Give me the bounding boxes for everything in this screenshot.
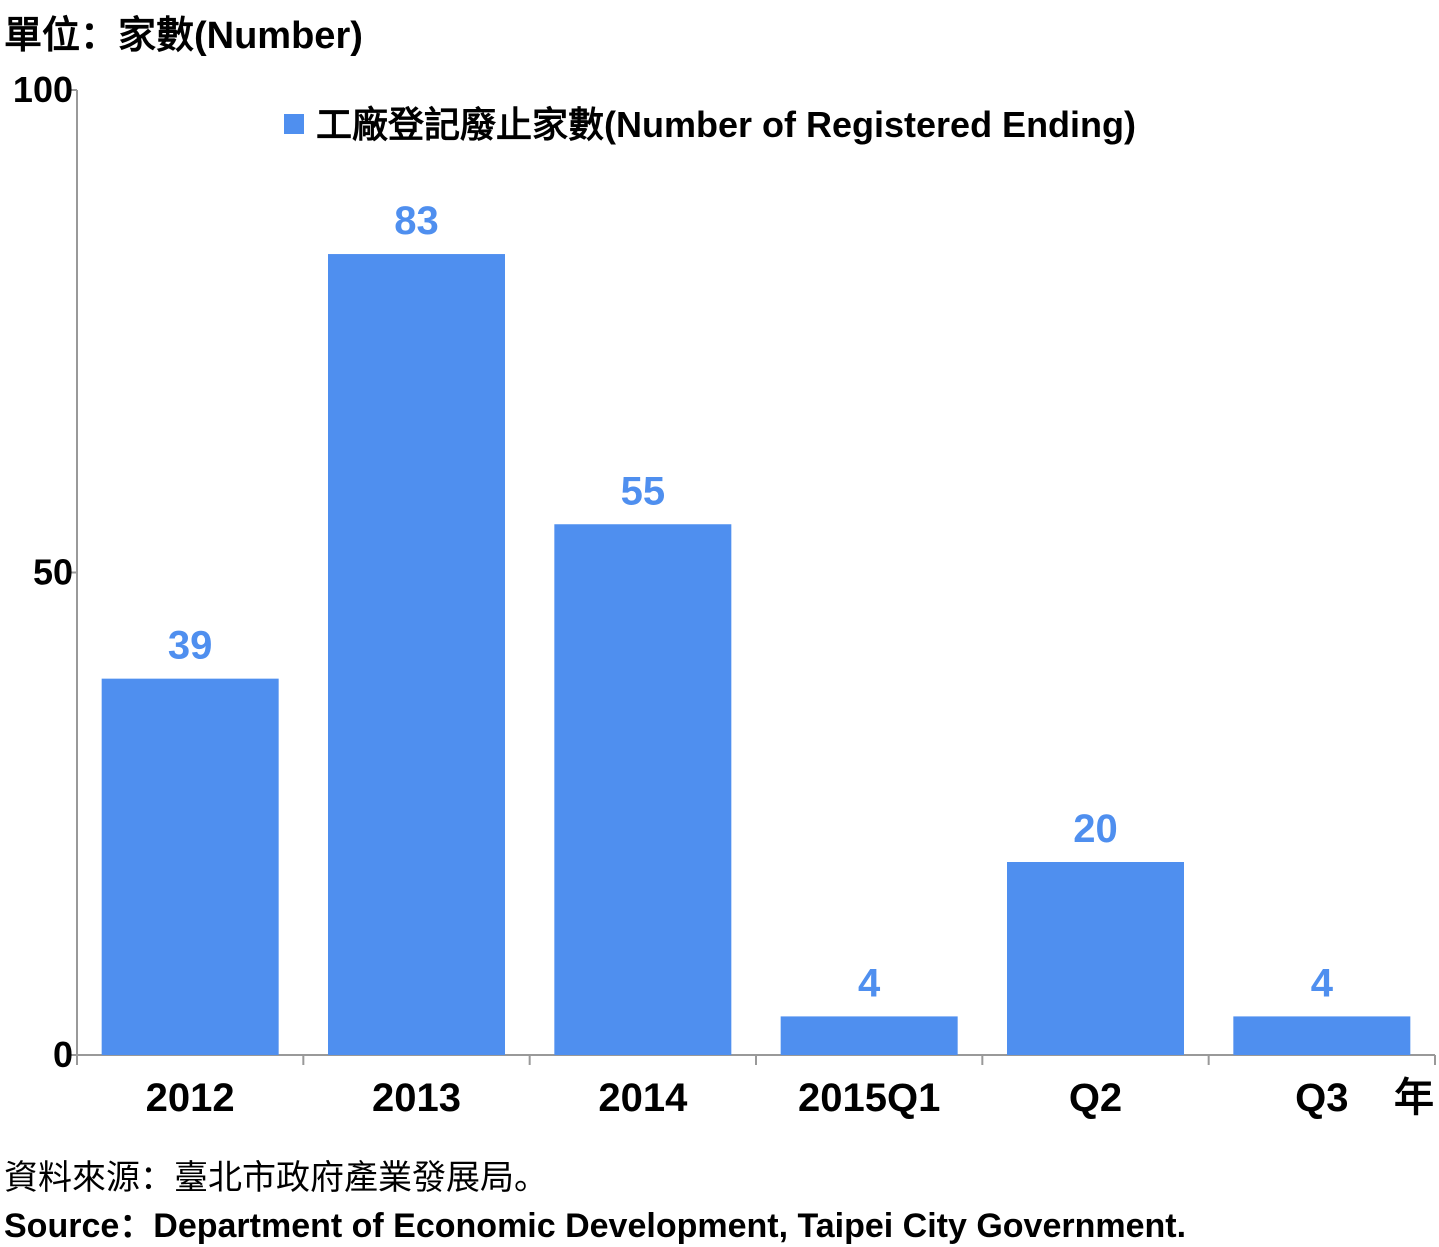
- x-tick-label: 2013: [372, 1076, 461, 1120]
- legend-label: 工廠登記廢止家數(Number of Registered Ending): [316, 104, 1136, 145]
- y-tick-label: 0: [53, 1034, 73, 1075]
- x-tick-label: Q2: [1069, 1076, 1122, 1120]
- x-tick-label: 2015Q1: [798, 1076, 940, 1120]
- chart-labels: 39 2012 83 2013 55 2014 4 2015Q1 20 Q2 4 Q3 年: [146, 199, 1434, 1120]
- source-english: Source：Department of Economic Developmen…: [4, 1207, 1187, 1245]
- bar: [780, 1016, 958, 1055]
- unit-label: 單位：家數(Number): [4, 15, 363, 57]
- data-label: 20: [1073, 807, 1118, 851]
- data-label: 39: [168, 624, 213, 668]
- x-tick-label: 2012: [146, 1076, 235, 1120]
- chart-legend: 工廠登記廢止家數(Number of Registered Ending): [284, 104, 1136, 145]
- data-label: 4: [858, 961, 881, 1005]
- x-axis-label: 年: [1394, 1076, 1434, 1120]
- bar: [1233, 1016, 1411, 1055]
- bar: [1007, 862, 1184, 1055]
- legend-swatch: [284, 114, 304, 134]
- data-label: 4: [1311, 961, 1334, 1005]
- bar-chart: 0 50 100 39 2012 83 2013 55 2014 4 2015Q1 20 Q2 4 Q3 年…: [13, 69, 1436, 1120]
- bar: [554, 524, 732, 1055]
- x-tick-label: Q3: [1295, 1076, 1348, 1120]
- bar: [328, 254, 505, 1056]
- bar: [101, 678, 279, 1055]
- data-label: 55: [621, 469, 666, 513]
- data-label: 83: [394, 199, 439, 243]
- chart-axes: 0 50 100: [13, 69, 1436, 1075]
- chart-bars: [101, 254, 1411, 1056]
- x-tick-label: 2014: [598, 1076, 688, 1120]
- y-tick-label: 50: [33, 552, 73, 593]
- y-tick-label: 100: [13, 69, 73, 110]
- source-chinese: 資料來源：臺北市政府產業發展局。: [4, 1159, 548, 1197]
